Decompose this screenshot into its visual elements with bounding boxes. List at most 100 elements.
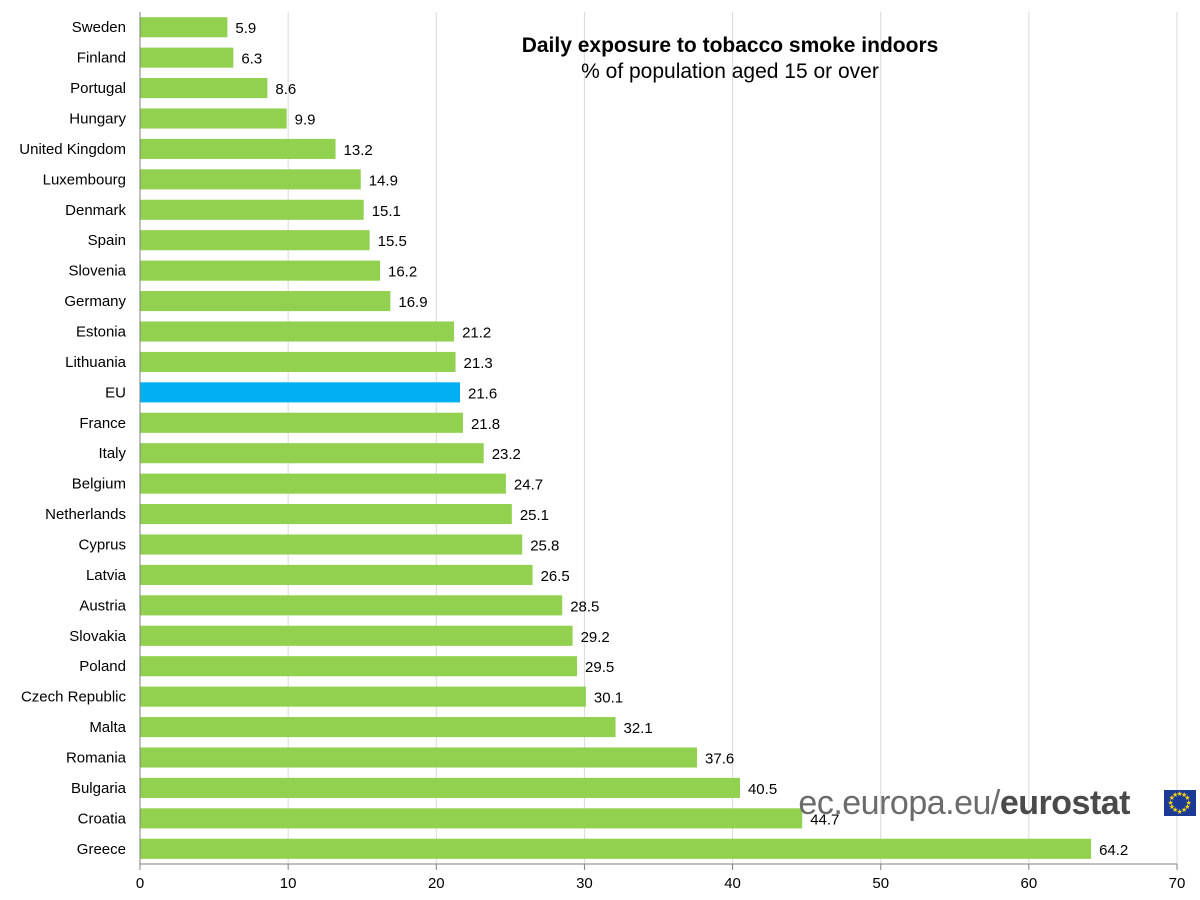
flag-star-icon: ★: [1167, 799, 1174, 807]
data-label: 14.9: [369, 172, 398, 189]
flag-star-icon: ★: [1176, 808, 1183, 816]
category-label: Slovakia: [69, 628, 126, 645]
bar: [140, 534, 523, 555]
bar: [140, 291, 391, 312]
brand-name: eurostat: [999, 784, 1131, 822]
category-label: Spain: [88, 232, 126, 249]
bar: [140, 169, 361, 190]
data-label: 23.2: [492, 446, 521, 463]
category-label: Denmark: [65, 202, 126, 219]
data-label: 29.5: [585, 659, 614, 676]
data-label: 29.2: [581, 629, 610, 646]
category-label: Czech Republic: [21, 689, 127, 706]
data-label: 44.7: [810, 811, 839, 828]
x-tick-label: 60: [1021, 875, 1038, 892]
data-label: 9.9: [295, 112, 316, 129]
category-label: Poland: [79, 658, 126, 675]
data-label: 15.5: [378, 233, 407, 250]
data-label: 8.6: [275, 81, 296, 98]
data-label: 24.7: [514, 477, 543, 494]
category-label: France: [79, 415, 126, 432]
data-label: 21.2: [462, 325, 491, 342]
x-tick-label: 10: [280, 875, 297, 892]
bar: [140, 595, 563, 616]
category-label: United Kingdom: [19, 141, 126, 158]
category-label: Finland: [77, 50, 126, 67]
data-label: 21.8: [471, 416, 500, 433]
flag-star-icon: ★: [1185, 799, 1192, 807]
bar: [140, 443, 484, 464]
x-tick-label: 50: [872, 875, 889, 892]
bar: [140, 808, 803, 829]
data-label: 40.5: [748, 781, 777, 798]
data-label: 32.1: [624, 720, 653, 737]
bar: [140, 17, 228, 38]
category-label: Cyprus: [78, 537, 126, 554]
flag-star-icon: ★: [1172, 807, 1179, 815]
bar: [140, 230, 370, 251]
bar: [140, 777, 740, 798]
data-label: 26.5: [541, 568, 570, 585]
bar: [140, 47, 234, 68]
data-label: 21.3: [464, 355, 493, 372]
data-label: 37.6: [705, 751, 734, 768]
bar: [140, 686, 586, 707]
flag-star-icon: ★: [1181, 791, 1188, 799]
bar: [140, 504, 512, 525]
category-label: Lithuania: [65, 354, 127, 371]
x-tick-label: 20: [428, 875, 445, 892]
flag-star-icon: ★: [1168, 795, 1175, 802]
flag-star-icon: ★: [1172, 791, 1179, 799]
bar: [140, 382, 460, 403]
category-label: Malta: [89, 719, 126, 736]
bar: [140, 260, 380, 281]
category-label: Italy: [98, 445, 126, 462]
bar: [140, 747, 698, 768]
category-label: Austria: [79, 597, 126, 614]
category-label: Estonia: [76, 324, 127, 341]
data-label: 21.6: [468, 385, 497, 402]
data-label: 6.3: [241, 51, 262, 68]
flag-star-icon: ★: [1181, 807, 1188, 815]
category-label: Romania: [66, 750, 127, 767]
bar: [140, 199, 364, 220]
data-label: 16.9: [398, 294, 427, 311]
bar: [140, 473, 506, 494]
chart-title: Daily exposure to tobacco smoke indoors: [521, 34, 939, 57]
data-label: 5.9: [235, 20, 256, 37]
data-label: 30.1: [594, 690, 623, 707]
x-tick-label: 40: [724, 875, 741, 892]
bar: [140, 717, 616, 738]
flag-star-icon: ★: [1184, 795, 1191, 802]
category-label: Luxembourg: [43, 171, 126, 188]
bar: [140, 656, 578, 677]
eurostat-brand: ec.europa.eu/eurostat: [798, 784, 1130, 823]
flag-star-icon: ★: [1168, 804, 1175, 811]
bar: [140, 625, 573, 646]
bar: [140, 838, 1092, 859]
category-label: Bulgaria: [71, 780, 127, 797]
category-label: Belgium: [72, 476, 126, 493]
data-label: 16.2: [388, 264, 417, 281]
data-label: 25.8: [530, 538, 559, 555]
bar: [140, 138, 336, 159]
bar: [140, 412, 463, 433]
category-label: Portugal: [70, 80, 126, 97]
category-label: Hungary: [69, 111, 126, 128]
flag-star-icon: ★: [1184, 804, 1191, 811]
bar: [140, 351, 456, 372]
category-label: Sweden: [72, 19, 126, 36]
data-label: 28.5: [570, 598, 599, 615]
data-label: 15.1: [372, 203, 401, 220]
x-tick-label: 70: [1169, 875, 1186, 892]
eu-flag-icon: ★ ★ ★ ★ ★ ★ ★ ★ ★ ★ ★ ★: [1164, 790, 1196, 816]
bar: [140, 321, 455, 342]
data-label: 13.2: [344, 142, 373, 159]
x-tick-label: 0: [136, 875, 144, 892]
bar: [140, 78, 268, 99]
category-label: Latvia: [86, 567, 127, 584]
x-tick-label: 30: [576, 875, 593, 892]
flag-star-icon: ★: [1176, 790, 1183, 798]
bar: [140, 108, 287, 129]
